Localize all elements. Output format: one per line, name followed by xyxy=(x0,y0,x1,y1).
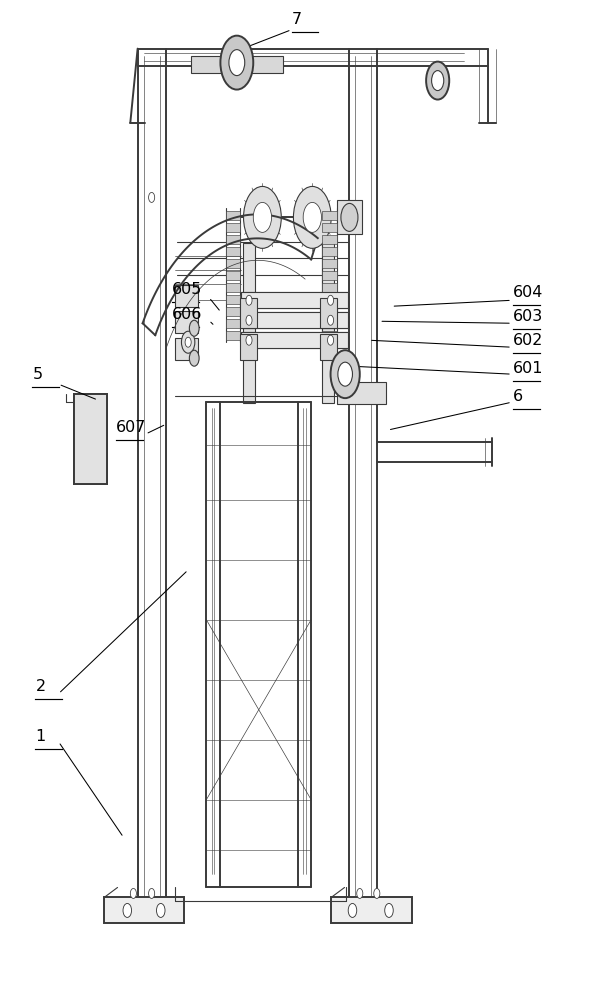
Bar xyxy=(226,271,240,280)
Circle shape xyxy=(229,50,245,76)
Circle shape xyxy=(149,192,155,202)
Text: 603: 603 xyxy=(513,309,544,324)
Circle shape xyxy=(253,202,271,232)
Bar xyxy=(226,223,240,232)
Bar xyxy=(174,338,198,360)
Text: 5: 5 xyxy=(32,367,43,382)
Bar xyxy=(226,319,240,328)
Circle shape xyxy=(246,315,252,325)
Bar xyxy=(174,285,198,307)
Circle shape xyxy=(293,186,331,248)
Circle shape xyxy=(432,71,443,91)
Bar xyxy=(241,312,348,328)
Text: 6: 6 xyxy=(513,389,523,404)
Bar xyxy=(322,331,337,340)
Circle shape xyxy=(220,36,253,90)
Circle shape xyxy=(246,335,252,345)
Text: 606: 606 xyxy=(172,307,203,322)
Text: 2: 2 xyxy=(35,679,46,694)
Bar xyxy=(337,200,362,234)
Bar xyxy=(322,295,337,304)
Circle shape xyxy=(303,202,321,232)
Text: 601: 601 xyxy=(513,361,544,376)
Bar xyxy=(226,283,240,292)
Circle shape xyxy=(331,350,360,398)
Bar xyxy=(240,334,257,360)
Bar xyxy=(226,307,240,316)
Circle shape xyxy=(374,888,380,898)
Bar xyxy=(74,394,107,484)
Bar xyxy=(322,247,337,256)
Bar xyxy=(226,247,240,256)
Bar xyxy=(322,223,337,232)
Bar xyxy=(190,56,283,73)
Bar xyxy=(226,331,240,340)
Bar xyxy=(320,298,337,328)
Bar xyxy=(322,283,337,292)
Text: 602: 602 xyxy=(513,333,544,348)
Circle shape xyxy=(338,362,353,386)
Circle shape xyxy=(348,903,357,917)
Circle shape xyxy=(243,186,281,248)
Bar xyxy=(226,235,240,244)
Bar xyxy=(322,271,337,280)
Bar xyxy=(226,259,240,268)
Text: 1: 1 xyxy=(35,729,46,744)
Text: 607: 607 xyxy=(117,420,147,435)
Circle shape xyxy=(341,203,358,231)
Text: 7: 7 xyxy=(292,12,302,27)
Circle shape xyxy=(189,320,199,336)
Circle shape xyxy=(157,903,165,917)
Circle shape xyxy=(426,62,449,100)
Circle shape xyxy=(246,295,252,305)
Circle shape xyxy=(189,350,199,366)
Text: 605: 605 xyxy=(172,282,203,297)
Bar xyxy=(226,295,240,304)
Circle shape xyxy=(181,331,195,353)
Circle shape xyxy=(123,903,132,917)
Bar xyxy=(322,211,337,220)
Circle shape xyxy=(328,315,334,325)
Circle shape xyxy=(328,335,334,345)
Bar xyxy=(331,897,412,923)
Bar xyxy=(104,897,184,923)
Circle shape xyxy=(385,903,393,917)
Bar xyxy=(322,307,337,316)
Bar xyxy=(337,382,386,404)
Bar xyxy=(322,259,337,268)
Circle shape xyxy=(328,295,334,305)
Bar xyxy=(320,334,337,360)
Bar xyxy=(322,243,334,403)
Bar xyxy=(243,243,255,403)
Bar xyxy=(322,319,337,328)
Bar xyxy=(241,292,348,308)
Bar xyxy=(322,235,337,244)
Bar xyxy=(240,298,257,328)
Bar xyxy=(174,311,198,333)
Circle shape xyxy=(131,888,137,898)
Bar xyxy=(226,211,240,220)
Circle shape xyxy=(185,337,191,347)
Text: 604: 604 xyxy=(513,285,544,300)
Bar xyxy=(241,332,348,348)
Circle shape xyxy=(357,888,363,898)
Circle shape xyxy=(149,888,155,898)
